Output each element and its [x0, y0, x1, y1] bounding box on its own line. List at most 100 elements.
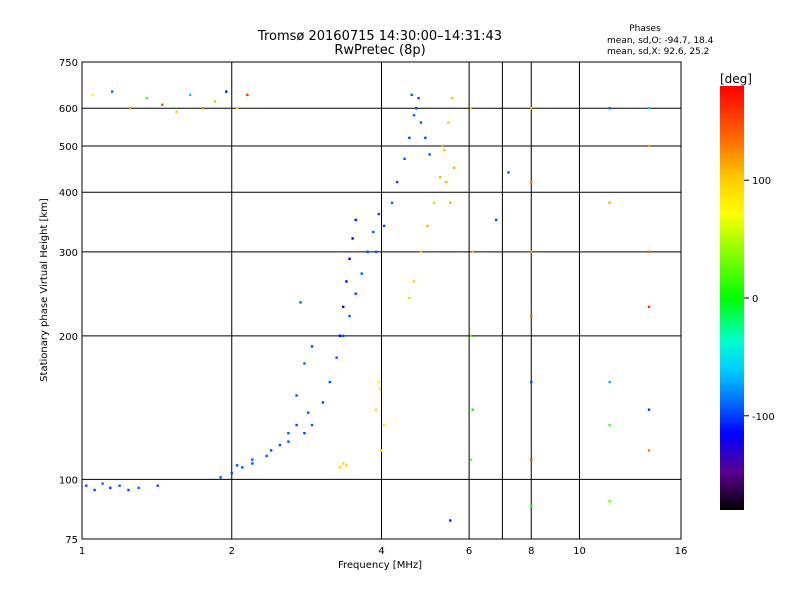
data-point: [295, 394, 298, 397]
data-point: [145, 96, 149, 100]
data-point: [412, 280, 416, 283]
colorbar: [deg] 100 0 -100: [720, 72, 775, 510]
data-point: [241, 466, 244, 469]
data-point: [471, 408, 474, 411]
stats-line-x: mean, sd,X: 92.6, 25.2: [607, 47, 709, 57]
data-point: [530, 504, 533, 508]
data-point: [449, 519, 452, 522]
data-point: [530, 314, 533, 318]
data-point: [235, 464, 239, 467]
data-point: [303, 362, 306, 365]
data-point: [530, 107, 533, 110]
data-point: [419, 121, 423, 124]
data-point: [335, 356, 338, 359]
chart-title-line2: RwPretec (8p): [334, 43, 425, 58]
data-point: [374, 250, 378, 254]
x-axis-label: Frequency [MHz]: [338, 560, 422, 571]
data-point: [265, 454, 268, 458]
data-point: [469, 334, 473, 338]
data-point: [415, 107, 418, 110]
y-axis-ticks: 75 100 200 300 400 500 600 750: [59, 58, 78, 546]
data-point: [608, 423, 611, 427]
data-point: [235, 107, 239, 110]
data-point: [608, 201, 611, 205]
data-point: [299, 301, 302, 304]
data-point: [408, 296, 411, 300]
data-point: [428, 153, 431, 156]
data-point: [348, 314, 351, 318]
data-point: [449, 201, 452, 205]
data-point: [251, 462, 254, 465]
colorbar-gradient: [720, 86, 744, 510]
data-point: [426, 224, 429, 228]
data-point: [360, 272, 363, 275]
data-point: [341, 462, 345, 465]
data-point: [443, 148, 446, 152]
data-point: [354, 218, 357, 222]
data-point: [310, 423, 314, 427]
data-point: [608, 500, 611, 503]
data-point: [348, 257, 351, 261]
data-point: [647, 144, 651, 148]
data-point: [471, 250, 474, 254]
data-point: [303, 431, 306, 435]
data-point: [341, 305, 345, 309]
data-point: [608, 380, 611, 384]
x-tick-label: 10: [573, 546, 586, 557]
data-point: [377, 212, 380, 216]
data-point: [530, 250, 533, 254]
data-point: [608, 107, 611, 110]
data-point: [408, 136, 411, 140]
x-tick-label: 6: [466, 546, 472, 557]
y-tick-label: 500: [59, 142, 78, 153]
data-point: [403, 157, 406, 161]
data-point: [307, 411, 310, 414]
data-point: [175, 110, 178, 113]
data-point: [230, 472, 233, 475]
y-tick-label: 75: [65, 535, 78, 546]
x-tick-label: 8: [528, 546, 534, 557]
data-point: [225, 90, 228, 93]
data-point: [469, 458, 473, 461]
x-tick-label: 1: [79, 546, 85, 557]
data-point: [494, 218, 498, 222]
data-point: [161, 103, 164, 107]
x-axis-ticks: 1 2 4 6 8 10 16: [79, 546, 688, 557]
data-point: [441, 144, 444, 148]
data-point: [219, 476, 222, 479]
data-point: [341, 334, 345, 338]
data-point: [380, 449, 383, 452]
data-point: [93, 488, 96, 492]
data-point: [278, 443, 282, 447]
data-point: [417, 96, 420, 100]
data-point: [338, 334, 342, 338]
data-point: [85, 484, 88, 487]
data-point: [439, 176, 442, 179]
grid-lines: [82, 62, 681, 539]
data-point: [269, 449, 273, 452]
colorbar-tick-label: 100: [752, 176, 771, 187]
data-point: [378, 387, 382, 390]
data-point: [246, 93, 249, 97]
x-tick-label: 2: [229, 546, 235, 557]
x-tick-label: 4: [378, 546, 384, 557]
data-point: [432, 201, 436, 205]
data-point: [410, 93, 413, 97]
colorbar-tick-label: -100: [752, 412, 775, 423]
data-point: [137, 486, 140, 490]
data-point: [295, 423, 298, 427]
data-point: [530, 180, 533, 184]
data-point: [647, 305, 651, 309]
colorbar-label: [deg]: [720, 72, 752, 86]
data-point: [188, 93, 192, 97]
data-point: [382, 224, 386, 228]
colorbar-tick-label: 0: [752, 294, 758, 305]
data-point: [91, 93, 94, 97]
data-point: [345, 464, 348, 467]
data-point: [328, 380, 332, 384]
data-point: [412, 114, 416, 117]
data-point: [109, 486, 112, 490]
data-point: [372, 230, 375, 234]
y-tick-label: 600: [59, 104, 78, 115]
data-point: [469, 107, 473, 110]
